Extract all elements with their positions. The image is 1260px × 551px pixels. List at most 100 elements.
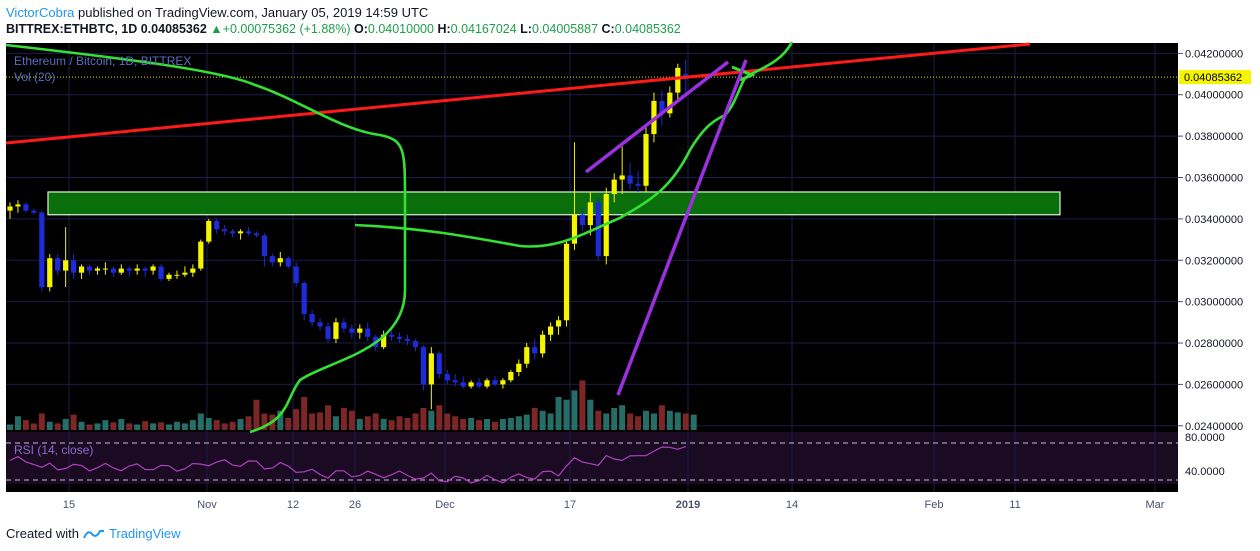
volume-bar	[595, 410, 602, 430]
close-value: 0.04085362	[614, 22, 681, 36]
volume-bar	[428, 410, 435, 430]
time-tick-label: Dec	[435, 499, 455, 511]
candles	[7, 59, 689, 410]
red-trendline[interactable]	[5, 42, 1031, 145]
low-label: L:	[520, 22, 532, 36]
candle-body	[508, 371, 514, 381]
volume-bar	[682, 413, 689, 430]
candle-body	[365, 328, 371, 337]
volume-bar	[293, 409, 300, 430]
price-tick-label: 0.03400000	[1185, 214, 1243, 226]
time-tick-label: 14	[786, 499, 798, 511]
candle-body	[412, 340, 419, 348]
volume-bar	[46, 421, 53, 430]
volume-bar	[523, 414, 530, 430]
candle-body	[396, 336, 403, 339]
price-axis[interactable]: 0.04200000 0.04000000 0.03800000 0.03600000…	[1178, 43, 1260, 492]
candle-body	[683, 74, 689, 77]
candle-body	[150, 266, 156, 271]
candle-body	[349, 328, 355, 333]
volume-bar	[229, 421, 236, 430]
volume-bar	[86, 424, 93, 430]
volume-bar	[563, 399, 570, 430]
tradingview-logo-icon	[83, 529, 104, 538]
wedge-upper-line[interactable]	[584, 60, 730, 174]
author-link[interactable]: VictorCobra	[6, 5, 75, 20]
drawings[interactable]	[5, 41, 1031, 434]
candle-body	[452, 380, 458, 383]
candle-body	[118, 268, 124, 273]
candle-body	[444, 374, 450, 381]
candle-body	[540, 334, 546, 354]
volume-bar	[277, 410, 284, 430]
price-tick-label: 0.04200000	[1185, 48, 1243, 60]
time-tick-label: Nov	[197, 499, 217, 511]
candle-body	[253, 233, 260, 236]
candle-body	[71, 260, 77, 273]
volume-bar	[181, 423, 188, 430]
volume-bar	[221, 423, 228, 430]
time-axis[interactable]: 15 Nov 12 26 Dec 17 2019 14 Feb 11 Mar	[63, 499, 1165, 511]
volume-bar	[30, 423, 37, 430]
candle-body	[667, 92, 673, 114]
volume-bar	[571, 390, 578, 430]
volume-bar	[110, 422, 117, 430]
volume-bar	[635, 416, 642, 430]
volume-bar	[372, 413, 379, 430]
volume-bar	[531, 408, 538, 430]
candle-body	[492, 380, 498, 385]
candle-body	[476, 382, 482, 387]
candle-body	[389, 334, 395, 337]
candle-body	[404, 338, 411, 341]
volume-bar	[650, 413, 657, 430]
candle-body	[555, 320, 562, 327]
wedge-lower-line[interactable]	[616, 59, 748, 396]
time-tick-label: 2019	[676, 499, 700, 511]
candle-body	[31, 210, 37, 213]
volume-bar	[539, 410, 546, 430]
tradingview-brand-link[interactable]: TradingView	[108, 526, 181, 541]
candle-body	[63, 260, 69, 271]
symbol-label: Ethereum / Bitcoin, 1D, BITTREX	[14, 54, 191, 68]
candle-body	[182, 272, 188, 275]
volume-bar	[356, 419, 363, 430]
volume-bar	[396, 416, 403, 430]
rsi-pane[interactable]	[6, 432, 1178, 484]
candle-body	[333, 322, 339, 339]
volume-label: Vol (20)	[14, 70, 55, 84]
volume-bar	[515, 416, 522, 430]
candle-body	[595, 202, 601, 257]
volume-bar	[78, 421, 85, 430]
candle-body	[484, 380, 490, 387]
candle-body	[627, 175, 633, 184]
volume-bar	[348, 410, 355, 430]
close-label: C:	[601, 22, 615, 36]
volume-bar	[380, 419, 387, 430]
candle-body	[579, 214, 585, 226]
rsi-indicator	[6, 442, 1178, 484]
candle-body	[524, 347, 530, 364]
footer: Created with TradingView	[6, 526, 181, 541]
volume-bar	[301, 397, 308, 430]
candle-body	[341, 322, 347, 329]
time-tick-label: Mar	[1146, 499, 1165, 511]
publish-info: VictorCobra published on TradingView.com…	[6, 5, 428, 20]
volume-bar	[666, 410, 673, 430]
volume-bar	[603, 413, 610, 430]
candle-body	[516, 363, 522, 372]
candle-body	[643, 134, 649, 186]
volume-bar	[619, 405, 626, 430]
candle-body	[571, 214, 578, 244]
support-zone[interactable]	[47, 191, 1061, 216]
volume-bar	[38, 413, 45, 430]
volume-bar	[54, 423, 61, 430]
candle-body	[468, 382, 474, 387]
candle-body	[206, 220, 212, 242]
last-price-tag-label: 0.04085362	[1184, 72, 1242, 84]
candle-body	[381, 334, 387, 348]
price-chart[interactable]: 0.04200000 0.04000000 0.03800000 0.03600000…	[0, 40, 1260, 516]
volume-bar	[189, 420, 196, 430]
support-zone-rect[interactable]	[47, 191, 1061, 216]
candle-body	[174, 274, 180, 276]
volume-bar	[285, 417, 292, 430]
